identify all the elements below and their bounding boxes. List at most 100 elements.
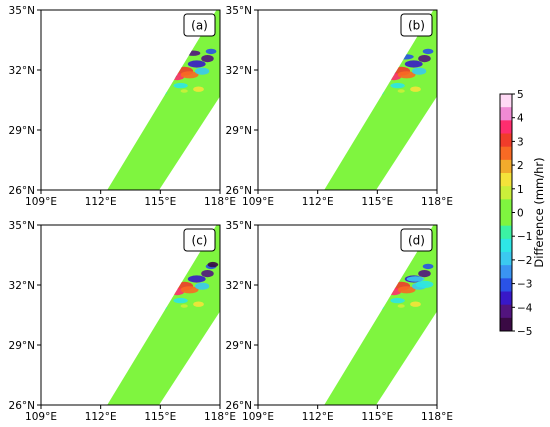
colorbar-segment (500, 186, 512, 200)
satellite-swath (107, 225, 220, 405)
x-tick-label: 112°E (302, 411, 334, 423)
x-tick-label: 118°E (204, 411, 236, 423)
anomaly-cell (194, 282, 210, 290)
anomaly-cell (397, 286, 416, 294)
x-tick-label: 109°E (242, 411, 274, 423)
colorbar-segment (500, 265, 512, 279)
anomaly-cell (397, 71, 416, 79)
colorbar-segment (500, 120, 512, 134)
colorbar-tick-label: 5 (517, 89, 524, 101)
y-tick-label: 32°N (226, 65, 252, 77)
colorbar-segment (500, 146, 512, 161)
y-tick-label: 32°N (9, 280, 35, 292)
anomaly-cell (180, 304, 188, 308)
anomaly-cell (187, 60, 206, 68)
anomaly-cell (201, 270, 214, 278)
y-tick-label: 32°N (226, 280, 252, 292)
anomaly-cell (422, 263, 434, 270)
anomaly-cell (404, 60, 423, 68)
colorbar-label: Difference (mm/hr) (532, 157, 546, 267)
colorbar-segment (500, 238, 512, 253)
panel-label-box (183, 228, 216, 252)
colorbar-tick-label: 2 (517, 160, 524, 172)
y-tick-label: 35°N (9, 220, 35, 232)
colorbar-segment (500, 225, 512, 240)
colorbar-segment (500, 199, 512, 213)
anomaly-cell (418, 270, 431, 278)
x-tick-label: 115°E (361, 196, 393, 208)
panel-label-box (400, 13, 433, 37)
panel-label: (b) (408, 19, 425, 33)
colorbar-segment (500, 291, 512, 306)
colorbar-segment (500, 173, 512, 187)
x-tick-label: 112°E (85, 411, 117, 423)
anomaly-cell (173, 82, 188, 89)
anomaly-cell (193, 86, 204, 92)
colorbar-segment (500, 133, 512, 148)
x-tick-label: 115°E (144, 411, 176, 423)
colorbar-tick-label: 1 (517, 184, 524, 196)
y-tick-label: 35°N (226, 220, 252, 232)
panel-frame (40, 9, 221, 191)
anomaly-cell (422, 48, 434, 55)
colorbar: 5 4 3 2 1 0 −1 −2 −3 −4 −5 Difference (mm/hr) (499, 89, 546, 338)
colorbar-segment (500, 304, 512, 319)
anomaly-cell (173, 297, 188, 304)
colorbar-segment (500, 278, 512, 292)
colorbar-tick-label: −2 (517, 255, 532, 267)
anomaly-cell (406, 276, 425, 282)
y-tick-label: 26°N (9, 400, 35, 412)
panel-label: (c) (192, 234, 208, 248)
anomaly-cell (418, 55, 431, 63)
satellite-swath (324, 225, 437, 405)
y-tick-label: 26°N (9, 185, 35, 197)
anomaly-cell (397, 89, 405, 93)
colorbar-segment (500, 159, 512, 174)
anomaly-cell (201, 55, 214, 63)
colorbar-tick-label: 4 (517, 113, 524, 125)
panel-label-box (400, 228, 433, 252)
y-tick-label: 26°N (226, 400, 252, 412)
x-tick-label: 115°E (361, 411, 393, 423)
x-tick-label: 118°E (421, 196, 453, 208)
y-tick-label: 29°N (9, 340, 35, 352)
anomaly-cell (390, 82, 405, 89)
x-tick-label: 112°E (85, 196, 117, 208)
panel-frame (257, 9, 438, 191)
anomaly-cell (180, 71, 199, 79)
panel-frame (257, 224, 438, 406)
x-tick-label: 109°E (25, 196, 57, 208)
colorbar-tick-label: −5 (517, 326, 532, 338)
anomaly-cell (410, 301, 421, 307)
x-tick-label: 109°E (25, 411, 57, 423)
x-tick-label: 118°E (421, 411, 453, 423)
panel-label: (a) (191, 19, 208, 33)
y-tick-label: 35°N (9, 5, 35, 17)
panel-label: (d) (408, 234, 425, 248)
anomaly-cell (180, 286, 199, 294)
y-tick-label: 29°N (226, 340, 252, 352)
colorbar-segment (500, 252, 512, 266)
colorbar-segment (500, 317, 512, 332)
x-tick-label: 118°E (204, 196, 236, 208)
anomaly-cell (397, 304, 405, 308)
anomaly-cell (205, 48, 217, 55)
y-tick-label: 29°N (226, 125, 252, 137)
colorbar-tick-label: 3 (517, 136, 524, 148)
y-tick-label: 32°N (9, 65, 35, 77)
anomaly-cell (410, 86, 421, 92)
colorbar-segment (500, 107, 512, 121)
anomaly-cell (415, 280, 434, 288)
colorbar-tick-label: −1 (517, 231, 532, 243)
anomaly-cell (411, 67, 427, 75)
x-tick-label: 115°E (144, 196, 176, 208)
colorbar-tick-label: −4 (517, 302, 533, 314)
panel-frame (40, 224, 221, 406)
anomaly-cell (193, 301, 204, 307)
colorbar-tick-label: 0 (517, 208, 524, 220)
